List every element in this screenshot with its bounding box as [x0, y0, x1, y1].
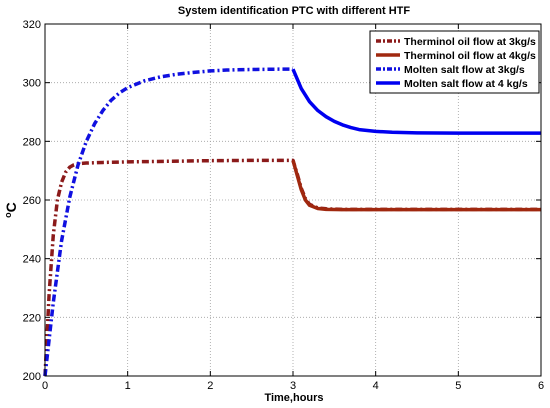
legend-label: Molten salt flow at 4 kg/s: [404, 78, 528, 90]
legend-label: Therminol oil flow at 4kg/s: [404, 50, 536, 62]
y-tick-label: 320: [23, 19, 41, 31]
y-tick-label: 260: [23, 195, 41, 207]
y-axis-label-superscript: o: [3, 212, 13, 218]
legend-label: Molten salt flow at 3kg/s: [404, 64, 525, 76]
y-axis-label-unit: C: [3, 202, 19, 212]
y-tick-label: 220: [23, 312, 41, 324]
x-tick-label: 1: [125, 380, 131, 392]
x-axis-label: Time,hours: [264, 392, 323, 404]
x-tick-label: 3: [290, 380, 296, 392]
x-tick-label: 0: [42, 380, 48, 392]
y-tick-label: 300: [23, 78, 41, 90]
y-tick-label: 200: [23, 371, 41, 383]
legend-label: Therminol oil flow at 3kg/s: [404, 36, 536, 48]
x-tick-label: 2: [207, 380, 213, 392]
x-tick-label: 5: [455, 380, 461, 392]
x-tick-label: 4: [373, 380, 379, 392]
series-layer: [43, 67, 541, 377]
series-line-molten-salt-3kgs: [43, 67, 293, 377]
y-tick-label: 280: [23, 136, 41, 148]
series-line-therminol-4kgs: [291, 159, 541, 212]
x-tick-label: 6: [538, 380, 544, 392]
axis-ticks: 0 1 2 3 4 5 6 200 220 240 260 280 300 320: [23, 19, 544, 392]
y-tick-label: 240: [23, 254, 41, 266]
legend: Therminol oil flow at 3kg/s Therminol oil…: [369, 30, 540, 94]
series-line-molten-salt-4kgs: [291, 68, 541, 135]
chart-title: System identification PTC with different…: [178, 5, 411, 17]
y-axis-label: oC: [3, 202, 19, 218]
